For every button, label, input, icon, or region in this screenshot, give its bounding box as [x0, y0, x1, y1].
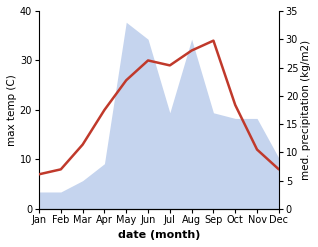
Y-axis label: max temp (C): max temp (C) — [7, 74, 17, 146]
X-axis label: date (month): date (month) — [118, 230, 200, 240]
Y-axis label: med. precipitation (kg/m2): med. precipitation (kg/m2) — [301, 40, 311, 180]
